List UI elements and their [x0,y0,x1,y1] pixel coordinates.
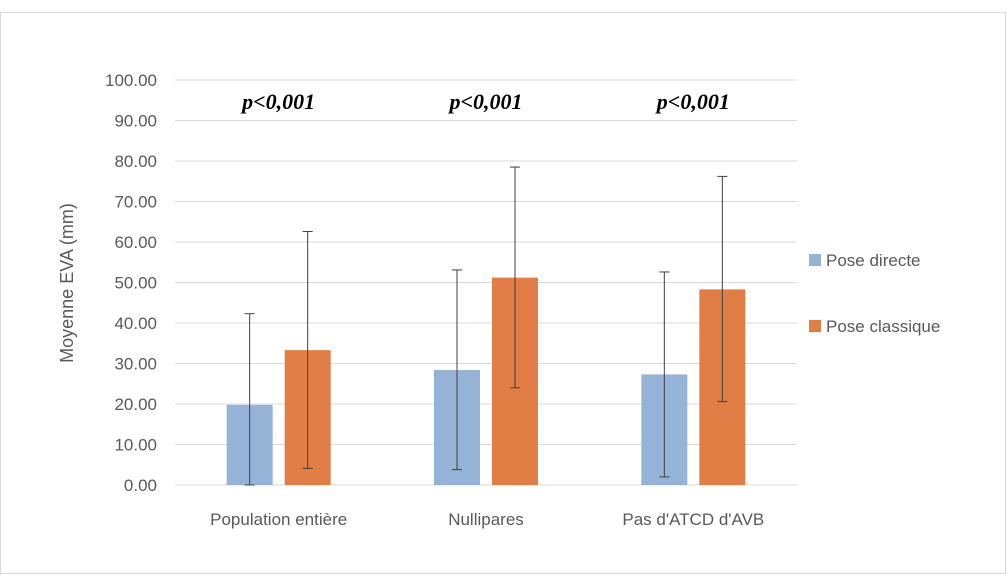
y-tick-label: 50.00 [114,274,157,293]
legend: Pose directe Pose classique [809,251,940,336]
x-axis-ticks: Population entière Nullipares Pas d'ATCD d… [210,510,764,529]
y-tick-label: 10.00 [114,436,157,455]
p-value-annotation: p<0,001 [240,89,315,114]
y-tick-label: 60.00 [114,233,157,252]
y-tick-label: 40.00 [114,314,157,333]
p-value-annotation: p<0,001 [447,89,522,114]
y-tick-label: 20.00 [114,395,157,414]
x-tick-label: Pas d'ATCD d'AVB [622,510,764,529]
legend-swatch [809,320,821,332]
y-tick-label: 30.00 [114,355,157,374]
y-tick-label: 80.00 [114,152,157,171]
y-tick-label: 90.00 [114,112,157,131]
legend-label: Pose classique [826,317,940,336]
y-axis-title: Moyenne EVA (mm) [57,203,77,363]
y-tick-label: 70.00 [114,193,157,212]
x-tick-label: Population entière [210,510,347,529]
annotations: p<0,001 p<0,001 p<0,001 [240,89,730,114]
bars [226,277,746,485]
p-value-annotation: p<0,001 [655,89,730,114]
y-tick-label: 100.00 [105,71,157,90]
legend-label: Pose directe [826,251,921,270]
y-axis-ticks: 0.00 10.00 20.00 30.00 40.00 50.00 60.00 70.00 8… [105,71,157,495]
x-tick-label: Nullipares [448,510,524,529]
legend-swatch [809,254,821,266]
gridlines [175,79,797,486]
error-bars [244,166,728,486]
y-tick-label: 0.00 [124,476,157,495]
